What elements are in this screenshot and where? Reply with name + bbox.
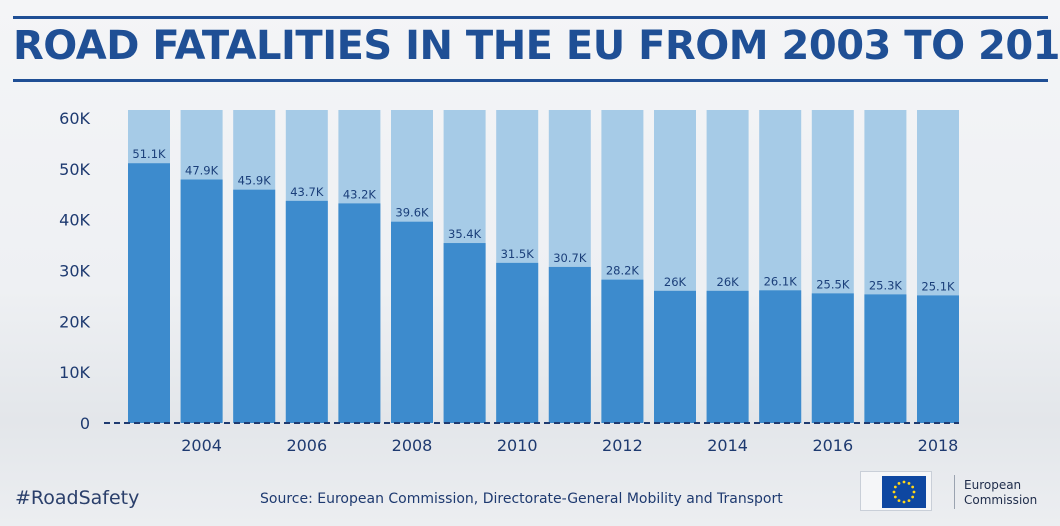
- bar: [443, 243, 486, 423]
- x-tick-label: 2016: [812, 436, 853, 455]
- flag-star: [907, 499, 911, 503]
- y-tick-label: 20K: [59, 312, 90, 331]
- x-tick-label: 2014: [707, 436, 748, 455]
- bar: [233, 189, 276, 423]
- flag-star: [912, 490, 916, 494]
- flag-star: [893, 485, 897, 489]
- source-note: Source: European Commission, Directorate…: [260, 491, 783, 507]
- bar-value-label: 26K: [664, 275, 687, 289]
- logo-text: European Commission: [964, 478, 1037, 508]
- y-tick-label: 50K: [59, 160, 90, 179]
- y-tick-label: 60K: [59, 109, 90, 128]
- bar-value-label: 45.9K: [238, 174, 272, 188]
- bar: [180, 179, 223, 423]
- bar: [285, 200, 328, 423]
- flag-star: [893, 495, 897, 499]
- x-tick-label: 2018: [918, 436, 959, 455]
- flag-star: [907, 481, 911, 485]
- bar: [496, 262, 539, 423]
- bar-value-label: 25.1K: [921, 279, 955, 293]
- hashtag-label[interactable]: #RoadSafety: [15, 487, 140, 509]
- bar: [864, 294, 907, 423]
- bar: [917, 295, 959, 423]
- bar-chart: 0 10K 20K 30K 40K 50K 60K 51.1K 47.9K 45.9K 43.7K 4…: [59, 109, 959, 455]
- flag-star: [911, 485, 915, 489]
- bar: [548, 266, 591, 423]
- flag-star: [911, 495, 915, 499]
- bar-value-label: 39.6K: [395, 206, 429, 220]
- bar: [759, 290, 802, 423]
- bar: [601, 279, 644, 423]
- bar-value-label: 26.1K: [764, 274, 798, 288]
- bar-value-label: 26K: [717, 275, 740, 289]
- x-tick-label: 2006: [286, 436, 327, 455]
- bar: [391, 221, 433, 423]
- flag-star: [902, 480, 906, 484]
- bar: [338, 203, 381, 423]
- bar-value-label: 43.2K: [343, 187, 377, 201]
- bar: [128, 163, 170, 423]
- title-top-rule: [13, 16, 1048, 19]
- flag-star: [892, 490, 896, 494]
- bar-value-label: 31.5K: [501, 247, 535, 261]
- bar-value-label: 43.7K: [290, 185, 324, 199]
- bar-value-label: 35.4K: [448, 227, 482, 241]
- y-tick-label: 0: [80, 414, 90, 433]
- bar-value-label: 30.7K: [553, 251, 587, 265]
- y-tick-label: 30K: [59, 262, 90, 281]
- logo-separator: [954, 475, 955, 509]
- y-tick-label: 10K: [59, 363, 90, 382]
- flag-star: [902, 500, 906, 504]
- bar-value-label: 51.1K: [132, 147, 166, 161]
- bar: [654, 290, 696, 423]
- logo-line-1: European: [964, 478, 1022, 492]
- logo-line-2: Commission: [964, 493, 1038, 507]
- chart-title: ROAD FATALITIES IN THE EU FROM 2003 TO 2…: [13, 23, 1060, 69]
- flag-star: [897, 481, 901, 485]
- y-tick-label: 40K: [59, 211, 90, 230]
- bar: [811, 293, 854, 423]
- x-tick-label: 2004: [181, 436, 222, 455]
- european-commission-logo: European Commission: [860, 465, 1050, 517]
- flag-star: [897, 499, 901, 503]
- bar-value-label: 25.5K: [816, 277, 850, 291]
- bar-value-label: 47.9K: [185, 164, 219, 178]
- x-tick-label: 2010: [497, 436, 538, 455]
- title-bottom-rule: [13, 79, 1048, 82]
- x-tick-label: 2012: [602, 436, 643, 455]
- x-tick-label: 2008: [392, 436, 433, 455]
- bar: [706, 290, 749, 423]
- bar-value-label: 25.3K: [869, 278, 903, 292]
- bar-value-label: 28.2K: [606, 264, 640, 278]
- eu-flag-icon: [882, 476, 926, 508]
